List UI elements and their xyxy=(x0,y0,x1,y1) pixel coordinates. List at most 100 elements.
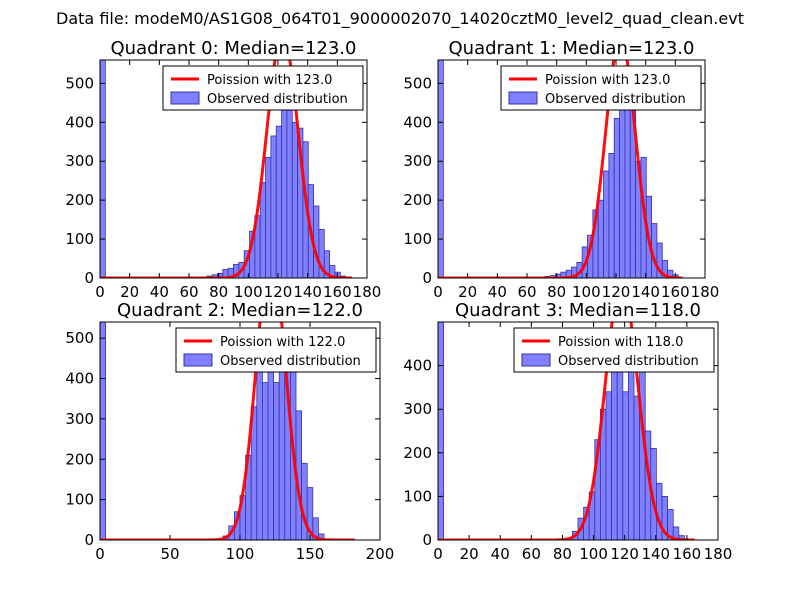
x-tick-label: 60 xyxy=(522,545,541,563)
histogram-bar xyxy=(613,117,620,278)
histogram-bar xyxy=(273,382,280,540)
y-tick-label: 100 xyxy=(403,230,432,248)
y-tick-label: 0 xyxy=(422,269,432,287)
histogram-bar xyxy=(291,121,298,278)
y-tick-label: 0 xyxy=(422,531,432,549)
y-tick-label: 500 xyxy=(65,329,94,347)
quadrant-3-plot: 0 20 40 60 80 100 120 140 160 1800100200300400Qua… xyxy=(403,300,733,563)
x-tick-label: 40 xyxy=(150,283,169,301)
x-tick-label: 120 xyxy=(610,545,639,563)
y-tick-label: 200 xyxy=(65,191,94,209)
quadrant-title: Quadrant 2: Median=122.0 xyxy=(117,300,363,321)
x-tick-label: 0 xyxy=(433,545,443,563)
x-tick-label: 80 xyxy=(547,283,566,301)
histogram-bar xyxy=(278,353,286,540)
quadrant-2-plot: 0 50 100 150 200 0 100 200 300 400 500 Quadrant 2: … xyxy=(65,300,394,563)
histogram-bar xyxy=(270,135,277,278)
x-tick-label: 100 xyxy=(226,545,255,563)
histogram-bar xyxy=(603,170,610,278)
histogram-bar xyxy=(624,106,631,278)
y-tick-label: 400 xyxy=(65,113,94,131)
x-tick-label: 60 xyxy=(517,283,536,301)
x-tick-label: 180 xyxy=(691,283,720,301)
legend-curve-label: Poission with 123.0 xyxy=(545,73,670,88)
quadrant-0-plot: 0 20 40 60 80 100 120 140 160 1800100200300400500… xyxy=(65,38,382,301)
x-tick-label: 0 xyxy=(433,283,443,301)
histogram-bar xyxy=(256,349,263,540)
histogram-bar xyxy=(259,182,266,278)
y-tick-label: 400 xyxy=(403,113,432,131)
x-tick-label: 160 xyxy=(661,283,690,301)
y-tick-label: 300 xyxy=(65,152,94,170)
y-tick-label: 0 xyxy=(84,531,94,549)
legend-bar-swatch xyxy=(508,91,538,105)
histogram-bar xyxy=(286,106,293,278)
histogram-bar xyxy=(100,60,106,278)
y-tick-label: 400 xyxy=(403,357,432,375)
legend-bar-label: Observed distribution xyxy=(545,92,686,107)
histogram-bar xyxy=(661,260,669,278)
histogram-bar xyxy=(667,269,674,278)
y-tick-label: 100 xyxy=(65,491,94,509)
y-tick-label: 100 xyxy=(65,230,94,248)
histogram-bar xyxy=(628,365,635,540)
x-tick-label: 40 xyxy=(488,283,507,301)
panels: 0 20 40 60 80 100 120 140 160 1800100200300400500… xyxy=(65,38,733,563)
legend-bar-swatch xyxy=(170,91,200,105)
x-tick-label: 160 xyxy=(323,283,352,301)
y-tick-label: 300 xyxy=(403,400,432,418)
legend-bar-label: Observed distribution xyxy=(220,354,361,369)
quadrant-title: Quadrant 0: Median=123.0 xyxy=(111,38,357,59)
axes-frame xyxy=(99,59,368,279)
x-tick-label: 40 xyxy=(491,545,510,563)
y-tick-label: 0 xyxy=(84,269,94,287)
x-tick-label: 120 xyxy=(602,283,631,301)
histogram-bar xyxy=(323,250,331,278)
histogram-bar xyxy=(622,391,629,540)
legend-bar-label: Observed distribution xyxy=(207,92,348,107)
x-tick-label: 80 xyxy=(553,545,572,563)
y-tick-label: 500 xyxy=(403,74,432,92)
plot-area xyxy=(438,322,695,540)
y-tick-label: 100 xyxy=(403,487,432,505)
poisson-curve xyxy=(100,322,355,540)
histogram-bar xyxy=(611,360,618,540)
x-tick-label: 0 xyxy=(95,283,105,301)
histogram-bar xyxy=(616,343,624,540)
legend-bar-swatch xyxy=(183,353,213,367)
histogram-bar xyxy=(678,535,685,540)
y-tick-label: 200 xyxy=(403,191,432,209)
histogram-bar xyxy=(100,322,106,540)
x-tick-label: 100 xyxy=(572,283,601,301)
legend-bar-label: Observed distribution xyxy=(558,354,699,369)
x-tick-label: 20 xyxy=(458,283,477,301)
quadrant-title: Quadrant 1: Median=123.0 xyxy=(449,38,695,59)
x-tick-label: 180 xyxy=(353,283,382,301)
x-tick-label: 140 xyxy=(631,283,660,301)
legend-curve-label: Poission with 123.0 xyxy=(207,73,332,88)
y-tick-label: 300 xyxy=(65,410,94,428)
y-tick-label: 300 xyxy=(403,152,432,170)
x-tick-label: 20 xyxy=(120,283,139,301)
x-tick-label: 120 xyxy=(264,283,293,301)
figure-suptitle: Data file: modeM0/AS1G08_064T01_90000020… xyxy=(56,9,744,29)
histogram-bar xyxy=(261,382,269,540)
x-tick-label: 140 xyxy=(641,545,670,563)
histogram-bar xyxy=(438,60,444,278)
x-tick-label: 150 xyxy=(296,545,325,563)
histogram-bar xyxy=(667,509,674,540)
axes-frame xyxy=(437,321,719,541)
histogram-bar xyxy=(301,462,308,540)
histogram-bar xyxy=(605,391,612,540)
legend-curve-label: Poission with 118.0 xyxy=(558,335,683,350)
x-tick-label: 100 xyxy=(579,545,608,563)
y-tick-label: 400 xyxy=(65,370,94,388)
x-tick-label: 160 xyxy=(673,545,702,563)
x-tick-label: 180 xyxy=(704,545,733,563)
legend-bar-swatch xyxy=(521,353,551,367)
histogram-bar xyxy=(597,199,604,278)
poisson-curve xyxy=(438,322,695,540)
legend-curve-label: Poission with 122.0 xyxy=(220,335,345,350)
histogram-bar xyxy=(633,395,640,540)
